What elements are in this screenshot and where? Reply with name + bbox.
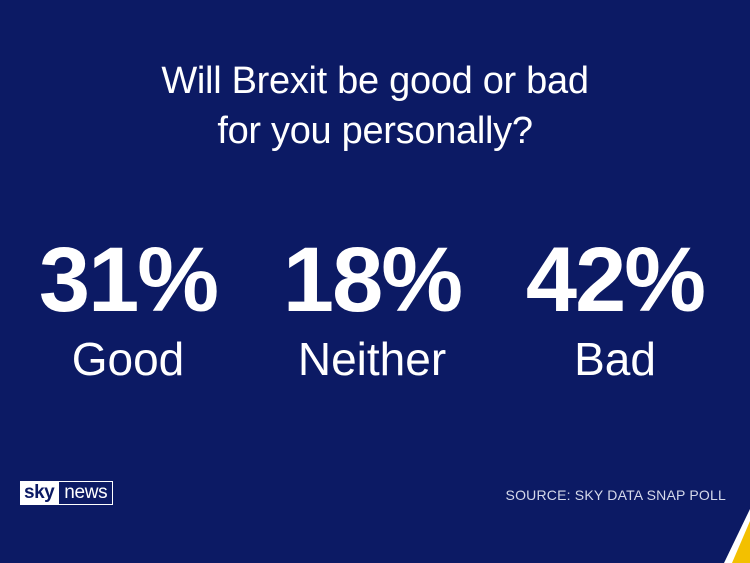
result-neither-label: Neither — [297, 333, 447, 385]
result-bad-label: Bad — [574, 333, 656, 385]
question-line-1: Will Brexit be good or bad — [161, 60, 589, 102]
logo-news: news — [58, 481, 114, 505]
poll-question: Will Brexit be good or bad for you perso… — [0, 56, 750, 156]
corner-accent-stripe — [724, 509, 750, 563]
logo-sky: sky — [20, 481, 59, 505]
result-good: 31% Good — [3, 232, 253, 386]
result-bad: 42% Bad — [490, 232, 740, 386]
sky-news-logo: sky news — [20, 481, 114, 505]
source-credit: SOURCE: SKY DATA SNAP POLL — [505, 487, 726, 503]
result-neither-percent: 18% — [282, 229, 463, 331]
question-line-2: for you personally? — [217, 110, 533, 152]
result-neither: 18% Neither — [247, 232, 497, 386]
result-good-percent: 31% — [38, 229, 219, 331]
result-bad-percent: 42% — [525, 229, 706, 331]
result-good-label: Good — [71, 333, 185, 385]
